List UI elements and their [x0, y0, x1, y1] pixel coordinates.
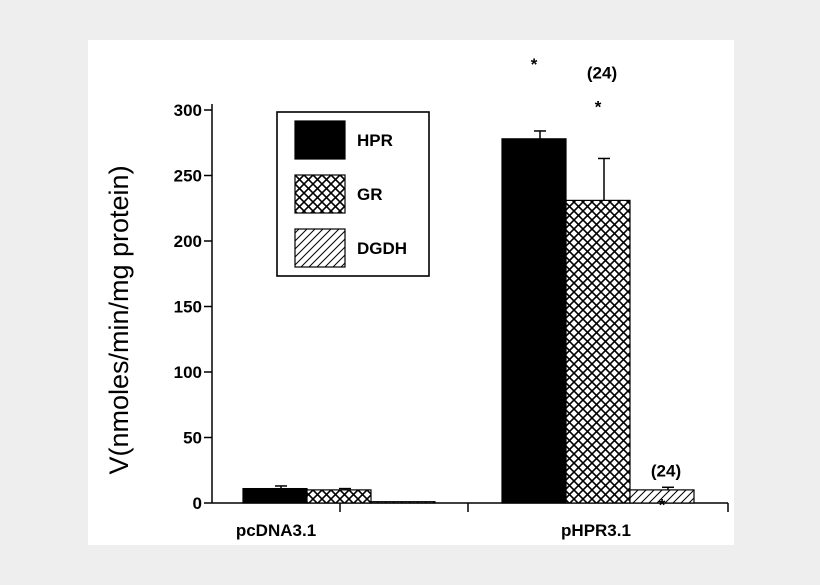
y-tick-label: 300	[174, 101, 202, 120]
significance-mark: *	[531, 55, 538, 74]
x-category-label: pcDNA3.1	[236, 521, 316, 540]
legend-swatch-gr	[294, 174, 346, 214]
y-tick-label: 250	[174, 167, 202, 186]
bar-dgdh-phpr31	[629, 489, 695, 504]
bars	[242, 130, 695, 504]
bar-dgdh-pcdna31	[370, 501, 436, 504]
y-tick-label: 200	[174, 232, 202, 251]
annotations: (26)*(24)*(24)*	[531, 55, 681, 514]
bar-hpr-pcdna31	[242, 487, 308, 504]
y-tick-label: 0	[193, 494, 202, 513]
y-tick-label: 150	[174, 298, 202, 317]
annotation-count: (24)	[651, 461, 681, 480]
legend-label-dgdh: DGDH	[357, 239, 407, 258]
bar-gr-phpr31	[565, 199, 631, 504]
y-tick-label: 50	[183, 429, 202, 448]
significance-mark: *	[659, 495, 666, 514]
y-tick-label: 100	[174, 363, 202, 382]
legend: HPR GR DGDH	[276, 111, 430, 277]
annotation-count: (24)	[587, 63, 617, 82]
legend-label-hpr: HPR	[357, 131, 393, 150]
bar-hpr-phpr31	[501, 138, 567, 504]
significance-mark: *	[595, 97, 602, 116]
y-axis-title: V(nmoles/min/mg protein)	[104, 165, 134, 474]
legend-swatch-hpr	[294, 120, 346, 160]
legend-label-gr: GR	[357, 185, 383, 204]
x-category-label: pHPR3.1	[561, 521, 631, 540]
axes: 0 50 100 150 200 250 300 pcDNA3.1 pHPR3.1	[174, 101, 729, 540]
bar-gr-pcdna31	[306, 489, 372, 504]
legend-swatch-dgdh	[294, 228, 346, 268]
